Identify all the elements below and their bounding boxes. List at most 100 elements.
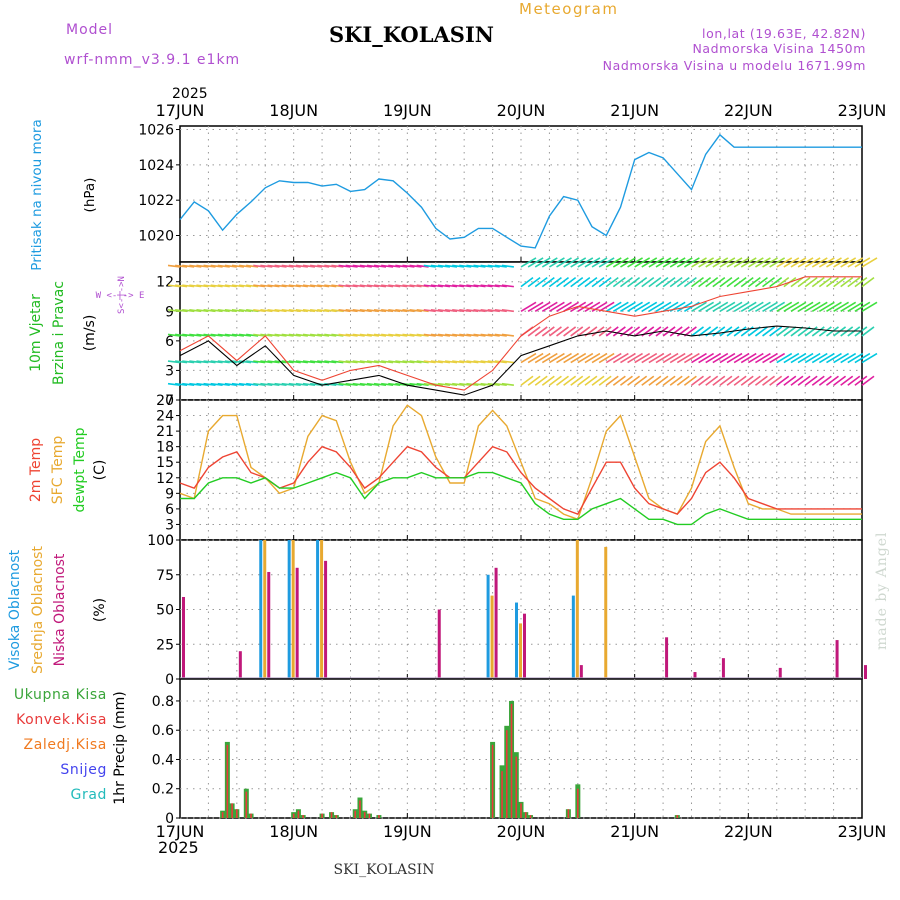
wind-barb (854, 301, 871, 312)
wind-barb (556, 326, 570, 337)
wind-barb (331, 333, 344, 337)
wind-barb (487, 360, 500, 364)
wind-barb (324, 264, 337, 268)
wind-barb (826, 352, 842, 364)
wind-barb (302, 308, 316, 313)
wind-barb (534, 375, 548, 386)
wind-speed-line (179, 325, 862, 396)
wind-barb (570, 352, 587, 364)
wind-barb (733, 277, 747, 288)
wind-barb (295, 284, 308, 288)
wind-barb (231, 284, 245, 288)
wind-barb (366, 360, 380, 364)
wind-barb (627, 352, 643, 364)
wind-barb (480, 360, 493, 364)
wind-barb (416, 308, 429, 313)
wind-barb (641, 277, 655, 288)
precip-conv-bar (321, 813, 323, 818)
wind-barb (501, 308, 514, 313)
temp-axis-name: dewpt Temp (72, 427, 88, 512)
time-axis-top: 17JUN 18JUN 19JUN 20JUN 21JUN 22JUN 23JUN (156, 101, 887, 120)
wind-barb (662, 301, 679, 312)
wind-barb (317, 333, 330, 337)
wind-barb (549, 352, 565, 364)
wind-barb (452, 308, 465, 313)
wind-barb (747, 277, 761, 288)
wind-barb (238, 382, 252, 387)
wind-barb (494, 360, 507, 364)
precip-conv-bar (335, 815, 338, 818)
wind-barb (302, 360, 316, 364)
precip-conv-bar (221, 812, 224, 818)
precip-conv-bar (354, 810, 357, 818)
wind-barb (840, 352, 857, 364)
wind-barb (698, 301, 715, 312)
wind-barb (189, 382, 202, 387)
wind-barb (840, 301, 857, 312)
wind-barb (527, 326, 541, 337)
wind-barb (641, 301, 658, 312)
wind-barb (494, 382, 507, 387)
wind-barb (861, 326, 875, 337)
cloud-mid-bar (320, 540, 324, 679)
wind-panel: 0 3 6 9 12 (156, 257, 878, 409)
wind-barb (338, 382, 351, 387)
wind-barb (534, 301, 551, 312)
precip-conv-bar (501, 771, 503, 818)
wind-barb (705, 352, 722, 364)
wind-barb (655, 257, 672, 268)
cloud-mid-bar (490, 595, 494, 679)
wind-barb (719, 257, 736, 268)
wind-barb (726, 352, 743, 364)
wind-barb (691, 277, 704, 288)
wind-barb (253, 360, 266, 364)
time-label-top: 21JUN (610, 101, 659, 120)
wind-barb (352, 284, 365, 288)
pressure-axis-name: Pritisak na nivou mora (29, 119, 45, 270)
wind-barb (189, 333, 202, 337)
wind-barb (541, 352, 558, 364)
wind-barb (473, 382, 486, 387)
wind-barb (662, 352, 679, 364)
wind-barb (253, 308, 266, 313)
wind-barb (388, 333, 401, 337)
cloud-low-bar (238, 651, 242, 679)
y-tick-label: 0 (165, 811, 174, 827)
wind-barb (189, 308, 202, 313)
wind-barb (634, 326, 648, 337)
pressure-axis-unit: (hPa) (82, 178, 98, 213)
wind-barb (833, 277, 847, 288)
wind-axis-name2: Brzina i Pravac (51, 281, 67, 385)
wind-barb (423, 264, 436, 268)
wind-barb (783, 375, 797, 386)
wind-barb (840, 375, 854, 386)
y-tick-label: 21 (156, 424, 174, 440)
chart-subtitle: Meteogram (519, 0, 618, 18)
wind-barb (487, 308, 500, 313)
wind-barb (430, 308, 443, 313)
wind-barb (762, 277, 776, 288)
wind-barb (253, 382, 266, 387)
precip-conv-bar (363, 812, 366, 818)
wind-barb (395, 308, 408, 313)
wind-barb (309, 333, 323, 337)
precip-legend-1: Konvek.Kisa (16, 712, 107, 728)
wind-barb (534, 326, 548, 337)
wind-barb (309, 284, 323, 288)
wind-barb (224, 333, 237, 337)
wind-barb (669, 257, 686, 268)
wind-barb (381, 284, 394, 288)
wind-barb (712, 277, 726, 288)
wind-barb (719, 326, 733, 337)
wind-barb (769, 301, 786, 312)
wind-barb (452, 360, 465, 364)
wind-barb (238, 333, 252, 337)
wind-barb (584, 352, 601, 364)
wind-barb (444, 308, 458, 313)
cloud-axis-name: Niska Oblacnost (52, 553, 68, 666)
wind-barb (402, 333, 415, 337)
cloud-low-bar (494, 567, 498, 679)
wind-barb (388, 382, 401, 387)
wind-barb (231, 264, 245, 268)
wind-barb (196, 284, 209, 288)
